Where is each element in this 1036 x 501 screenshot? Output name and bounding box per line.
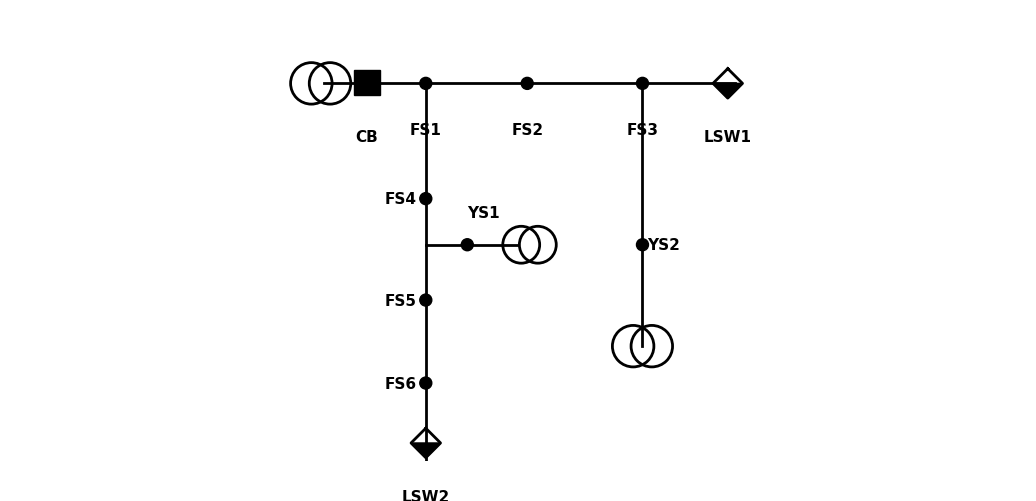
Text: FS5: FS5 [384, 293, 416, 308]
Text: CB: CB [355, 130, 378, 145]
Polygon shape [713, 84, 743, 99]
Circle shape [636, 78, 649, 90]
Circle shape [420, 78, 432, 90]
Text: YS1: YS1 [467, 205, 499, 220]
Text: FS4: FS4 [384, 192, 416, 207]
Circle shape [420, 377, 432, 389]
Text: FS6: FS6 [384, 376, 416, 391]
Circle shape [636, 239, 649, 251]
Text: YS2: YS2 [646, 238, 680, 253]
Text: LSW1: LSW1 [703, 130, 752, 145]
Text: FS1: FS1 [410, 123, 441, 138]
Text: FS3: FS3 [627, 123, 659, 138]
Circle shape [420, 193, 432, 205]
Circle shape [521, 78, 534, 90]
Circle shape [461, 239, 473, 251]
Circle shape [420, 295, 432, 307]
Text: LSW2: LSW2 [402, 489, 450, 501]
Bar [354, 71, 379, 96]
Polygon shape [411, 443, 440, 458]
Text: FS2: FS2 [511, 123, 543, 138]
